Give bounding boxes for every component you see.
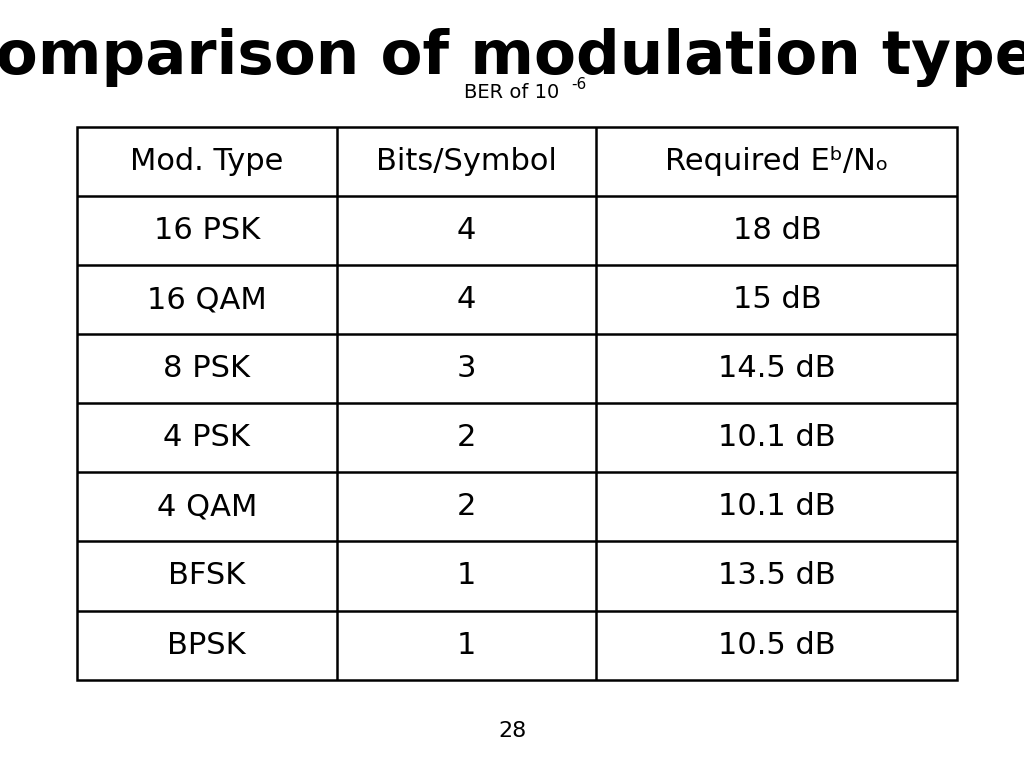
Text: 18 dB: 18 dB: [732, 216, 821, 245]
Text: Comparison of modulation types: Comparison of modulation types: [0, 28, 1024, 87]
Text: 10.1 dB: 10.1 dB: [718, 492, 836, 521]
Text: 13.5 dB: 13.5 dB: [718, 561, 836, 591]
Text: 4 QAM: 4 QAM: [157, 492, 257, 521]
Text: BER of 10: BER of 10: [464, 83, 560, 102]
Text: 16 PSK: 16 PSK: [154, 216, 260, 245]
Text: 2: 2: [457, 423, 476, 452]
Text: 2: 2: [457, 492, 476, 521]
Text: 4: 4: [457, 285, 476, 314]
Text: 1: 1: [457, 561, 476, 591]
Text: 8 PSK: 8 PSK: [163, 354, 250, 383]
Text: 3: 3: [457, 354, 476, 383]
Text: 10.1 dB: 10.1 dB: [718, 423, 836, 452]
Text: Required Eᵇ/Nₒ: Required Eᵇ/Nₒ: [666, 146, 889, 177]
Bar: [77, 127, 957, 680]
Text: 1: 1: [457, 631, 476, 660]
Text: Mod. Type: Mod. Type: [130, 147, 284, 176]
Text: Bits/Symbol: Bits/Symbol: [376, 147, 557, 176]
Text: 16 QAM: 16 QAM: [146, 285, 266, 314]
Text: BFSK: BFSK: [168, 561, 246, 591]
Text: BPSK: BPSK: [167, 631, 246, 660]
Text: 28: 28: [498, 721, 526, 741]
Text: 15 dB: 15 dB: [732, 285, 821, 314]
Text: -6: -6: [571, 77, 587, 92]
Text: 4 PSK: 4 PSK: [163, 423, 250, 452]
Text: 10.5 dB: 10.5 dB: [718, 631, 836, 660]
Text: 14.5 dB: 14.5 dB: [718, 354, 836, 383]
Text: 4: 4: [457, 216, 476, 245]
